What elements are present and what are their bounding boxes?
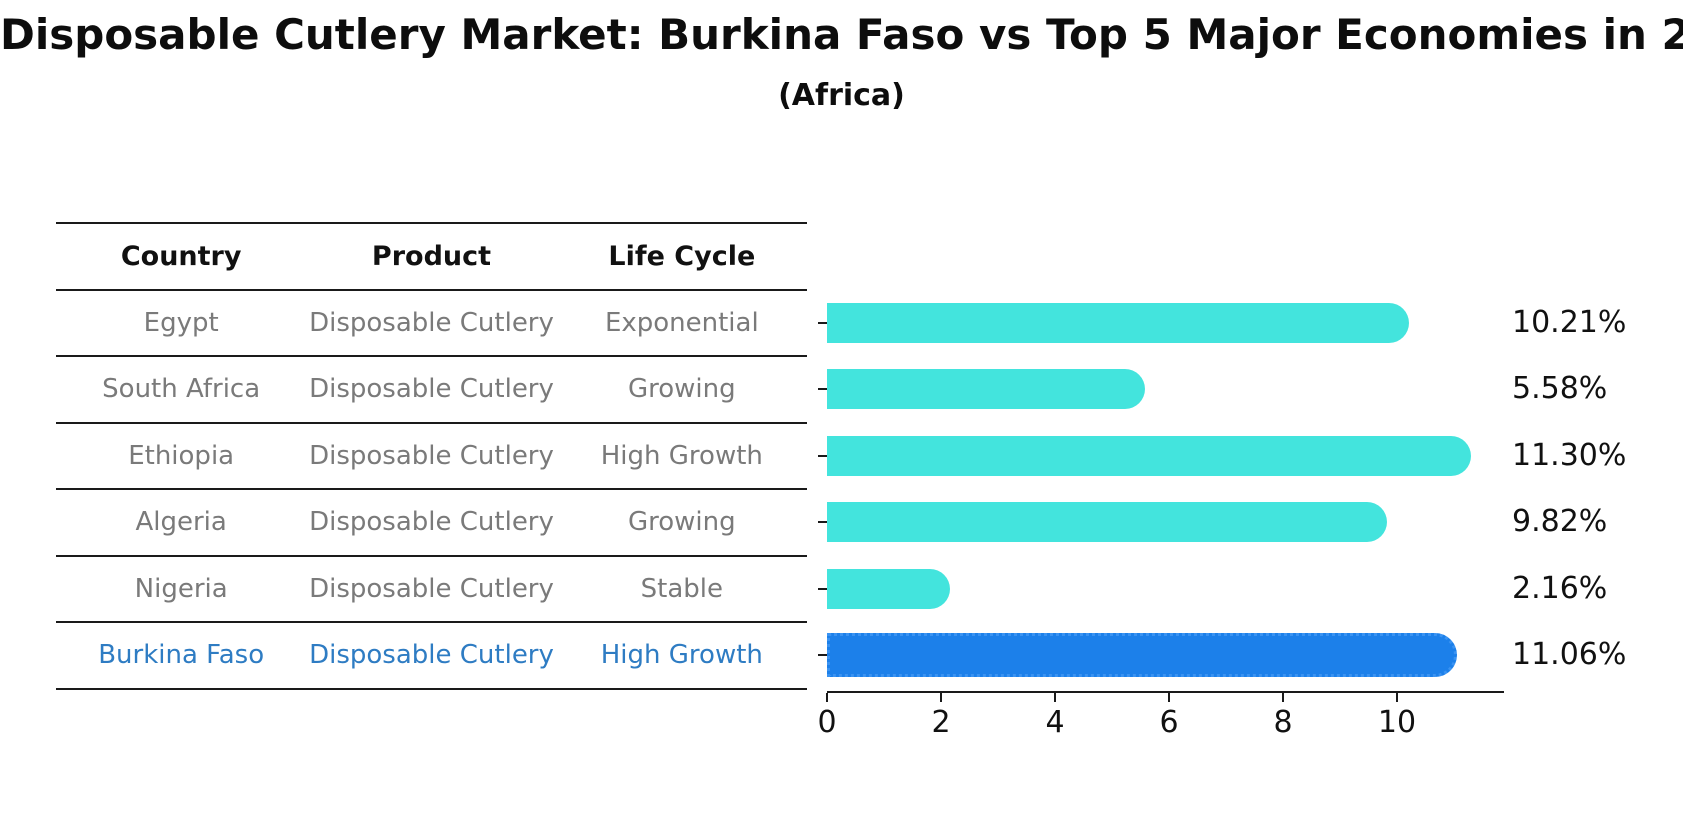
y-tick <box>818 388 827 391</box>
country-cell: Nigeria <box>134 573 228 604</box>
x-tick <box>1054 693 1056 702</box>
chart-subtitle: (Africa) <box>778 78 905 113</box>
product-cell: Disposable Cutlery <box>309 307 554 338</box>
x-tick <box>1168 693 1170 702</box>
x-axis-line <box>827 691 1504 693</box>
life-cycle-cell: Growing <box>627 507 736 538</box>
value-label-burkina-faso: 11.06% <box>1512 637 1627 673</box>
table-row-ethiopia: Ethiopia Disposable Cutlery High Growth <box>56 424 807 490</box>
country-cell: Algeria <box>135 507 227 538</box>
product-cell: Disposable Cutlery <box>309 374 554 405</box>
x-tick-label: 8 <box>1273 705 1293 740</box>
life-cycle-cell: Exponential <box>604 307 759 338</box>
y-tick <box>818 454 827 457</box>
x-tick-label: 6 <box>1159 705 1179 740</box>
chart-title: Disposable Cutlery Market: Burkina Faso … <box>0 10 1683 59</box>
table-row-burkina-faso: Burkina Faso Disposable Cutlery High Growt… <box>56 623 807 690</box>
country-cell: Burkina Faso <box>98 640 265 671</box>
life-cycle-cell: High Growth <box>600 640 763 671</box>
table-body: Egypt Disposable Cutlery Exponential South … <box>56 291 807 690</box>
y-tick <box>818 654 827 657</box>
value-label-egypt: 10.21% <box>1512 304 1627 340</box>
table-row-algeria: Algeria Disposable Cutlery Growing <box>56 490 807 557</box>
bar-nigeria <box>827 568 951 609</box>
column-header-life-cycle: Life Cycle <box>608 240 756 272</box>
product-cell: Disposable Cutlery <box>309 573 554 604</box>
bar-ethiopia <box>827 435 1472 476</box>
x-tick <box>826 693 828 702</box>
life-cycle-cell: Growing <box>627 374 736 405</box>
country-cell: Ethiopia <box>128 440 235 471</box>
table-row-egypt: Egypt Disposable Cutlery Exponential <box>56 291 807 357</box>
country-cell: South Africa <box>102 374 261 405</box>
column-header-product: Product <box>371 240 492 272</box>
table-row-nigeria: Nigeria Disposable Cutlery Stable <box>56 557 807 623</box>
value-label-algeria: 9.82% <box>1512 504 1608 540</box>
country-cell: Egypt <box>143 307 219 338</box>
x-tick-label: 2 <box>931 705 951 740</box>
x-tick-label: 0 <box>817 705 837 740</box>
value-label-nigeria: 2.16% <box>1512 570 1608 606</box>
y-tick <box>818 521 827 524</box>
x-tick <box>1396 693 1398 702</box>
product-cell: Disposable Cutlery <box>309 640 554 671</box>
x-tick-label: 10 <box>1377 705 1417 740</box>
table-row-south-africa: South Africa Disposable Cutlery Growing <box>56 357 807 424</box>
y-tick <box>818 321 827 324</box>
x-tick-label: 4 <box>1045 705 1065 740</box>
x-tick <box>940 693 942 702</box>
table-header-row: Country Product Life Cycle <box>56 224 807 291</box>
bar-burkina-faso <box>827 633 1458 678</box>
value-label-south-africa: 5.58% <box>1512 371 1608 407</box>
bar-egypt <box>827 302 1409 343</box>
value-label-ethiopia: 11.30% <box>1512 437 1627 473</box>
product-cell: Disposable Cutlery <box>309 440 554 471</box>
country-table: Country Product Life Cycle Egypt Disposable… <box>56 222 807 690</box>
column-header-country: Country <box>120 240 242 272</box>
product-cell: Disposable Cutlery <box>309 507 554 538</box>
bar-algeria <box>827 502 1387 543</box>
bar-south-africa <box>827 369 1146 410</box>
y-tick <box>818 587 827 590</box>
x-tick <box>1282 693 1284 702</box>
life-cycle-cell: High Growth <box>600 440 763 471</box>
life-cycle-cell: Stable <box>640 573 723 604</box>
